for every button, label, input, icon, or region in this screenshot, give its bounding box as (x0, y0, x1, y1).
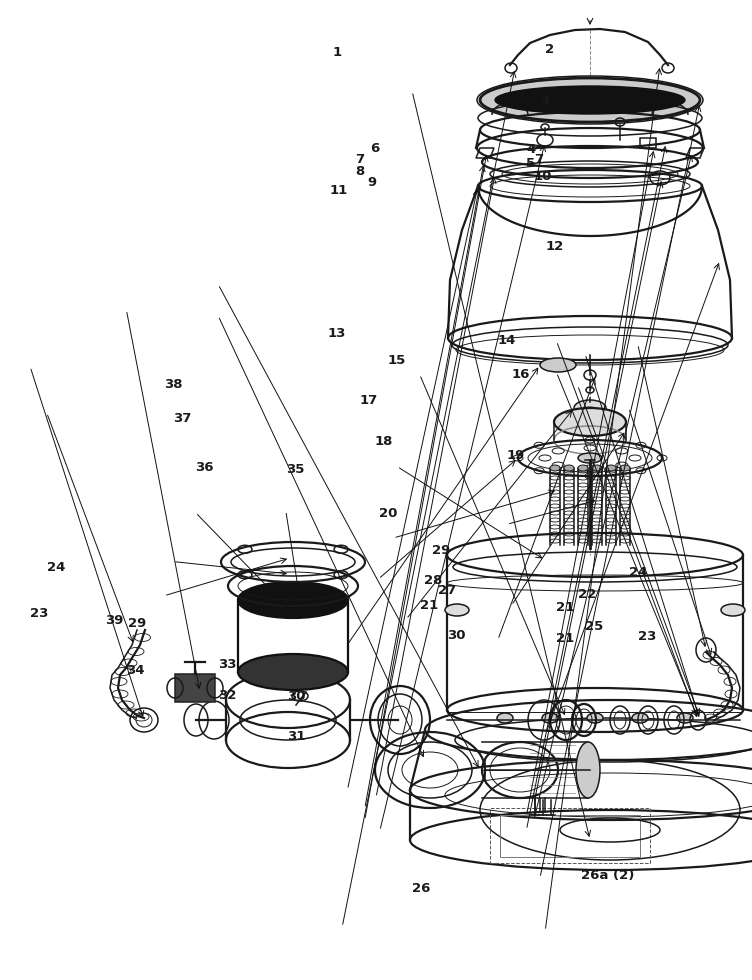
Ellipse shape (238, 654, 348, 690)
Text: 8: 8 (356, 165, 365, 178)
Text: 22: 22 (578, 588, 596, 602)
Text: 21: 21 (420, 599, 438, 612)
Text: 3: 3 (540, 95, 549, 109)
Text: 31: 31 (287, 730, 305, 744)
Text: 33: 33 (218, 658, 237, 671)
Text: 24: 24 (47, 561, 65, 574)
Ellipse shape (576, 742, 600, 798)
Ellipse shape (554, 408, 626, 436)
Text: 39: 39 (105, 613, 123, 627)
Ellipse shape (632, 713, 648, 723)
Ellipse shape (574, 400, 606, 416)
Text: 1: 1 (333, 46, 342, 60)
Text: 35: 35 (286, 463, 304, 476)
Ellipse shape (445, 604, 469, 616)
Text: 26: 26 (412, 882, 430, 896)
Text: 30: 30 (447, 628, 465, 642)
Text: 14: 14 (498, 333, 516, 347)
Bar (490, 808, 650, 863)
Text: 21: 21 (556, 601, 575, 614)
Text: 5: 5 (526, 157, 535, 171)
Ellipse shape (721, 604, 745, 616)
Ellipse shape (592, 465, 602, 471)
Text: 9: 9 (367, 175, 376, 189)
Ellipse shape (620, 465, 630, 471)
Text: 36: 36 (196, 461, 214, 474)
Text: 30: 30 (287, 690, 306, 704)
Ellipse shape (540, 358, 576, 372)
Ellipse shape (606, 465, 616, 471)
Text: 32: 32 (218, 689, 236, 703)
Text: 26a (2): 26a (2) (581, 868, 634, 882)
Text: 7: 7 (356, 153, 365, 167)
Ellipse shape (480, 78, 700, 122)
Text: 10: 10 (534, 170, 552, 183)
Ellipse shape (542, 713, 558, 723)
Text: 38: 38 (164, 377, 183, 391)
Ellipse shape (497, 713, 513, 723)
Bar (175, 674, 215, 702)
Text: 27: 27 (438, 584, 456, 598)
Ellipse shape (578, 465, 588, 471)
Text: 29: 29 (128, 616, 146, 630)
Text: 6: 6 (371, 142, 380, 156)
Text: 15: 15 (388, 354, 406, 368)
Text: 12: 12 (546, 240, 564, 254)
Text: 17: 17 (360, 394, 378, 408)
Text: 19: 19 (507, 449, 525, 463)
Ellipse shape (495, 86, 685, 114)
Text: 24: 24 (629, 565, 647, 579)
Ellipse shape (587, 713, 603, 723)
Text: 16: 16 (511, 368, 529, 381)
Text: 4: 4 (526, 143, 535, 157)
Text: 28: 28 (424, 573, 442, 587)
Text: 29: 29 (432, 544, 450, 558)
Text: 2: 2 (545, 42, 554, 56)
Ellipse shape (578, 453, 602, 463)
Text: 18: 18 (375, 435, 393, 449)
Bar (640, 138, 656, 148)
Text: 7: 7 (534, 153, 543, 167)
Text: 11: 11 (329, 183, 347, 197)
Text: 25: 25 (585, 619, 603, 633)
Text: 21: 21 (556, 632, 575, 646)
Ellipse shape (238, 582, 348, 618)
Ellipse shape (580, 407, 600, 417)
Ellipse shape (564, 465, 574, 471)
Text: 20: 20 (379, 507, 397, 520)
Text: 23: 23 (638, 629, 656, 643)
Text: 34: 34 (126, 663, 145, 677)
Ellipse shape (677, 713, 693, 723)
Bar (500, 815, 640, 857)
Text: 23: 23 (30, 607, 48, 620)
Ellipse shape (550, 465, 560, 471)
Text: 13: 13 (328, 326, 346, 340)
Text: 37: 37 (173, 412, 191, 425)
